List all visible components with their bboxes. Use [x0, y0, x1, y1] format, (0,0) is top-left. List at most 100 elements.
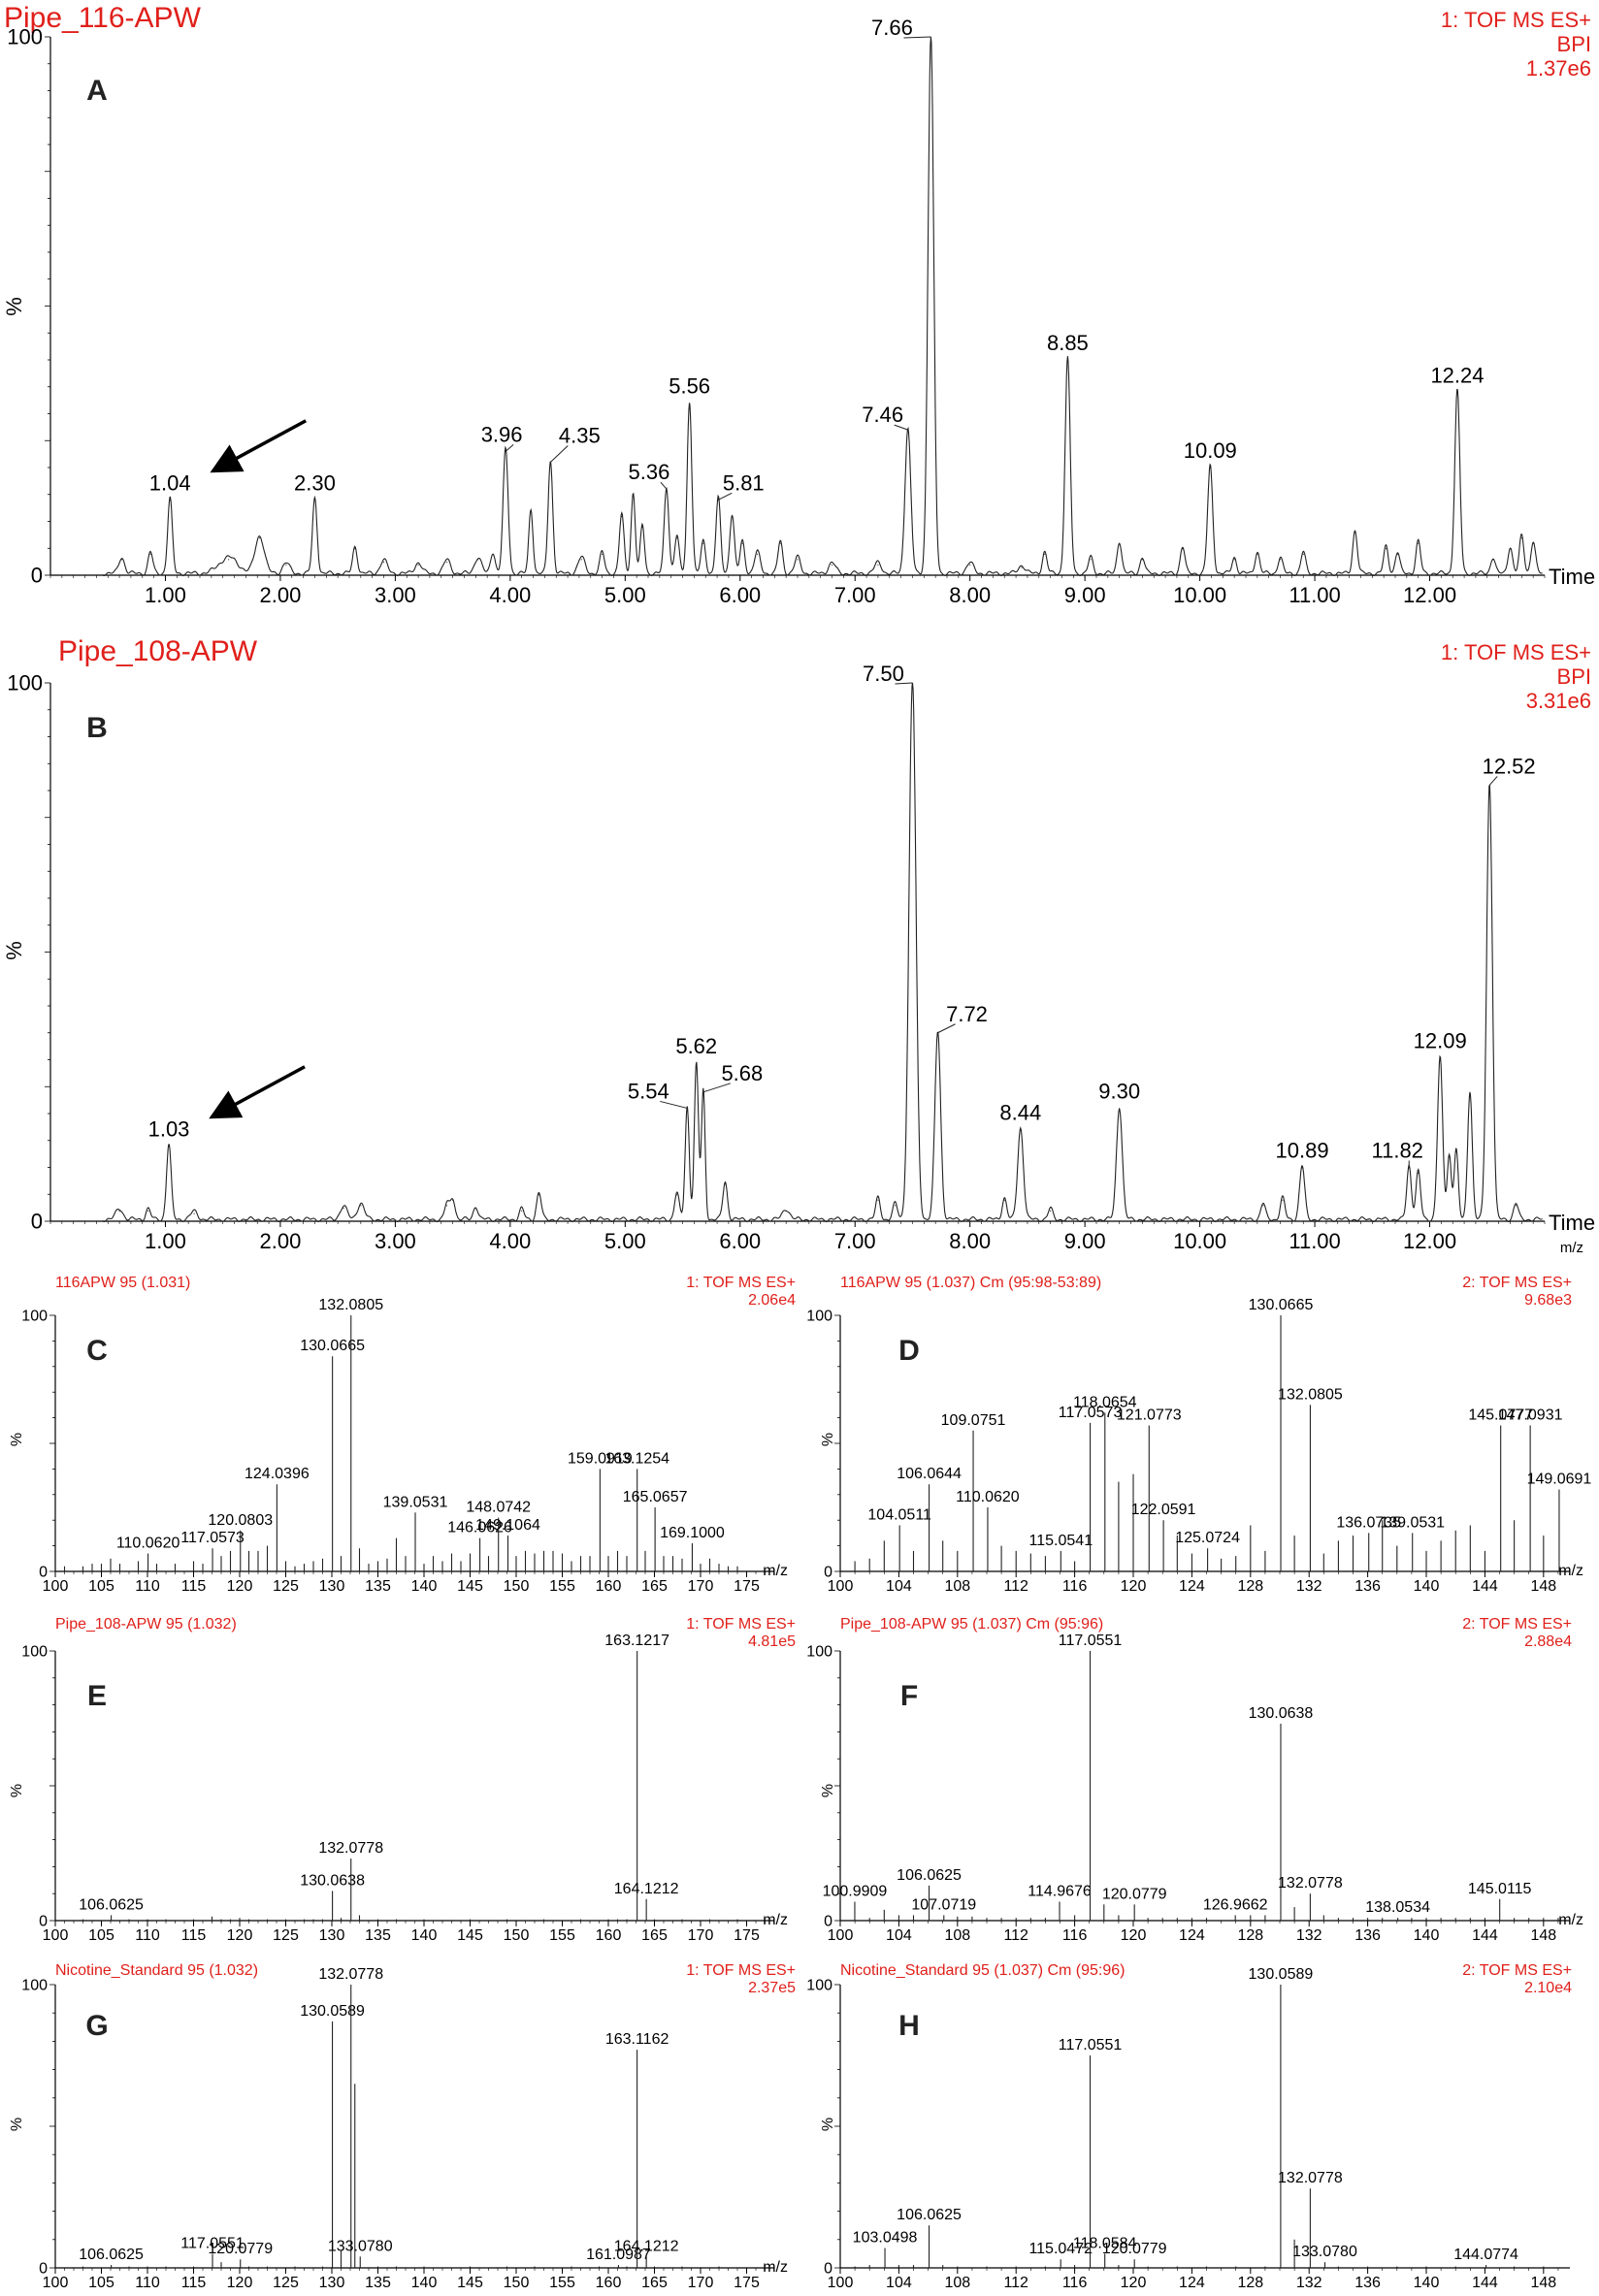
- x-tick-label: 115: [181, 1578, 207, 1595]
- y-tick-label: 0: [824, 1914, 832, 1930]
- peak-label: 163.1217: [604, 1633, 669, 1649]
- x-tick-label: 1.00: [145, 1229, 186, 1253]
- x-unit-label: m/z: [1560, 1240, 1583, 1256]
- peak-label: 106.0625: [897, 1867, 962, 1884]
- peak-leader: [1488, 776, 1498, 786]
- x-tick-label: 105: [88, 2275, 114, 2291]
- pointer-arrow: [210, 419, 308, 473]
- x-tick-label: 105: [88, 1578, 114, 1595]
- y-axis-label: %: [820, 2118, 836, 2131]
- panel-g: Nicotine_Standard 95 (1.032) 1: TOF MS ES…: [9, 1962, 796, 2291]
- x-tick-label: 148: [1530, 1927, 1556, 1944]
- x-tick-label: 112: [1003, 1927, 1028, 1944]
- panel-e: Pipe_108-APW 95 (1.032) 1: TOF MS ES+4.81…: [9, 1616, 796, 1944]
- peak-leader: [718, 492, 733, 501]
- y-tick-label: 0: [31, 564, 43, 588]
- peak-label: 110.0620: [956, 1489, 1020, 1505]
- x-tick-label: 125: [273, 1578, 299, 1595]
- peak-label: 114.9676: [1028, 1884, 1092, 1900]
- y-tick-label: 100: [806, 1644, 832, 1661]
- x-tick-label: 140: [1414, 1578, 1440, 1595]
- header-line: 2.88e4: [1524, 1633, 1572, 1650]
- peak-label: 7.66: [871, 16, 913, 40]
- x-tick-label: 150: [504, 1927, 530, 1944]
- header-line: 2: TOF MS ES+: [1462, 1962, 1572, 1979]
- x-tick-label: 8.00: [949, 583, 991, 607]
- panel-letter: F: [900, 1680, 918, 1712]
- x-tick-label: 100: [43, 1927, 69, 1944]
- x-tick-label: 116: [1062, 2275, 1088, 2291]
- peak-label: 9.30: [1098, 1079, 1140, 1103]
- x-tick-label: 120: [227, 1578, 253, 1595]
- peak-label: 136.0735: [1336, 1514, 1401, 1531]
- x-tick-label: 145: [457, 1927, 483, 1944]
- x-tick-label: 135: [365, 2275, 391, 2291]
- peak-leader: [895, 682, 913, 685]
- x-tick-label: 155: [549, 1927, 575, 1944]
- peak-label: 161.0987: [586, 2247, 651, 2263]
- x-tick-label: 11.00: [1289, 1229, 1340, 1253]
- x-tick-label: 4.00: [489, 583, 531, 607]
- x-tick-label: 125: [273, 2275, 299, 2291]
- x-axis-label: m/z: [1558, 1563, 1583, 1579]
- peak-label: 132.0778: [1278, 1875, 1343, 1892]
- x-tick-label: 115: [181, 2275, 207, 2291]
- x-tick-label: 9.00: [1064, 583, 1106, 607]
- peak-label: 120.0779: [208, 2241, 273, 2257]
- x-tick-label: 144: [1472, 2275, 1498, 2291]
- x-tick-label: 124: [1179, 1578, 1205, 1595]
- peak-label: 104.0511: [867, 1506, 931, 1523]
- peak-label: 5.54: [628, 1079, 669, 1103]
- peak-leader: [505, 443, 514, 452]
- peak-label: 8.44: [999, 1101, 1041, 1125]
- peak-label: 122.0591: [1131, 1502, 1196, 1518]
- y-axis-label: %: [2, 297, 26, 316]
- peak-label: 107.0719: [911, 1896, 976, 1913]
- x-tick-label: 124: [1179, 2275, 1205, 2291]
- peak-label: 8.85: [1047, 331, 1089, 355]
- peak-label: 126.9662: [1203, 1896, 1268, 1913]
- peak-label: 159.0919: [568, 1450, 633, 1467]
- x-tick-label: 135: [365, 1578, 391, 1595]
- x-tick-label: 10.00: [1173, 1229, 1226, 1253]
- x-tick-label: 130: [319, 1927, 345, 1944]
- x-tick-label: 7.00: [834, 583, 876, 607]
- x-tick-label: 175: [734, 1578, 760, 1595]
- peak-label: 7.50: [863, 662, 904, 686]
- y-tick-label: 100: [21, 1309, 48, 1325]
- header-line: 2.37e5: [748, 1980, 796, 1996]
- peak-label: 130.0665: [1249, 1297, 1314, 1313]
- panel-d: 116APW 95 (1.037) Cm (95:98-53:89) 2: TOF…: [806, 1275, 1591, 1595]
- peak-leader: [937, 1023, 956, 1034]
- chromatogram-trace: [101, 36, 1543, 577]
- peak-label: 133.0780: [1292, 2244, 1357, 2260]
- x-axis-label: m/z: [763, 1912, 788, 1928]
- peak-label: 10.89: [1276, 1139, 1329, 1163]
- peak-label: 3.96: [481, 422, 523, 446]
- x-tick-label: 110: [135, 2275, 160, 2291]
- peak-label: 148.0742: [466, 1500, 531, 1516]
- peak-label: 5.62: [675, 1034, 717, 1058]
- y-tick-label: 100: [806, 1309, 832, 1325]
- peak-leader: [702, 1083, 732, 1093]
- header-line: 2: TOF MS ES+: [1462, 1616, 1572, 1633]
- y-axis-label: %: [9, 1784, 25, 1797]
- header-line: 4.81e5: [748, 1633, 796, 1650]
- peak-label: 7.72: [946, 1002, 988, 1026]
- peak-label: 12.09: [1414, 1029, 1467, 1053]
- x-tick-label: 116: [1062, 1578, 1088, 1595]
- x-axis-label: m/z: [1558, 1912, 1583, 1928]
- peak-label: 106.0644: [897, 1466, 962, 1482]
- y-tick-label: 0: [39, 2261, 48, 2278]
- x-tick-label: 6.00: [719, 583, 761, 607]
- peak-label: 100.9909: [823, 1884, 888, 1900]
- peak-label: 144.0774: [1453, 2247, 1518, 2263]
- y-tick-label: 0: [824, 1565, 832, 1581]
- peak-label: 106.0625: [79, 2247, 144, 2263]
- peak-label: 163.1162: [605, 2031, 669, 2048]
- peak-label: 117.0551: [1059, 1633, 1123, 1649]
- peak-label: 121.0773: [1117, 1407, 1182, 1424]
- panel-letter: G: [85, 2010, 108, 2042]
- y-tick-label: 100: [21, 1978, 48, 1994]
